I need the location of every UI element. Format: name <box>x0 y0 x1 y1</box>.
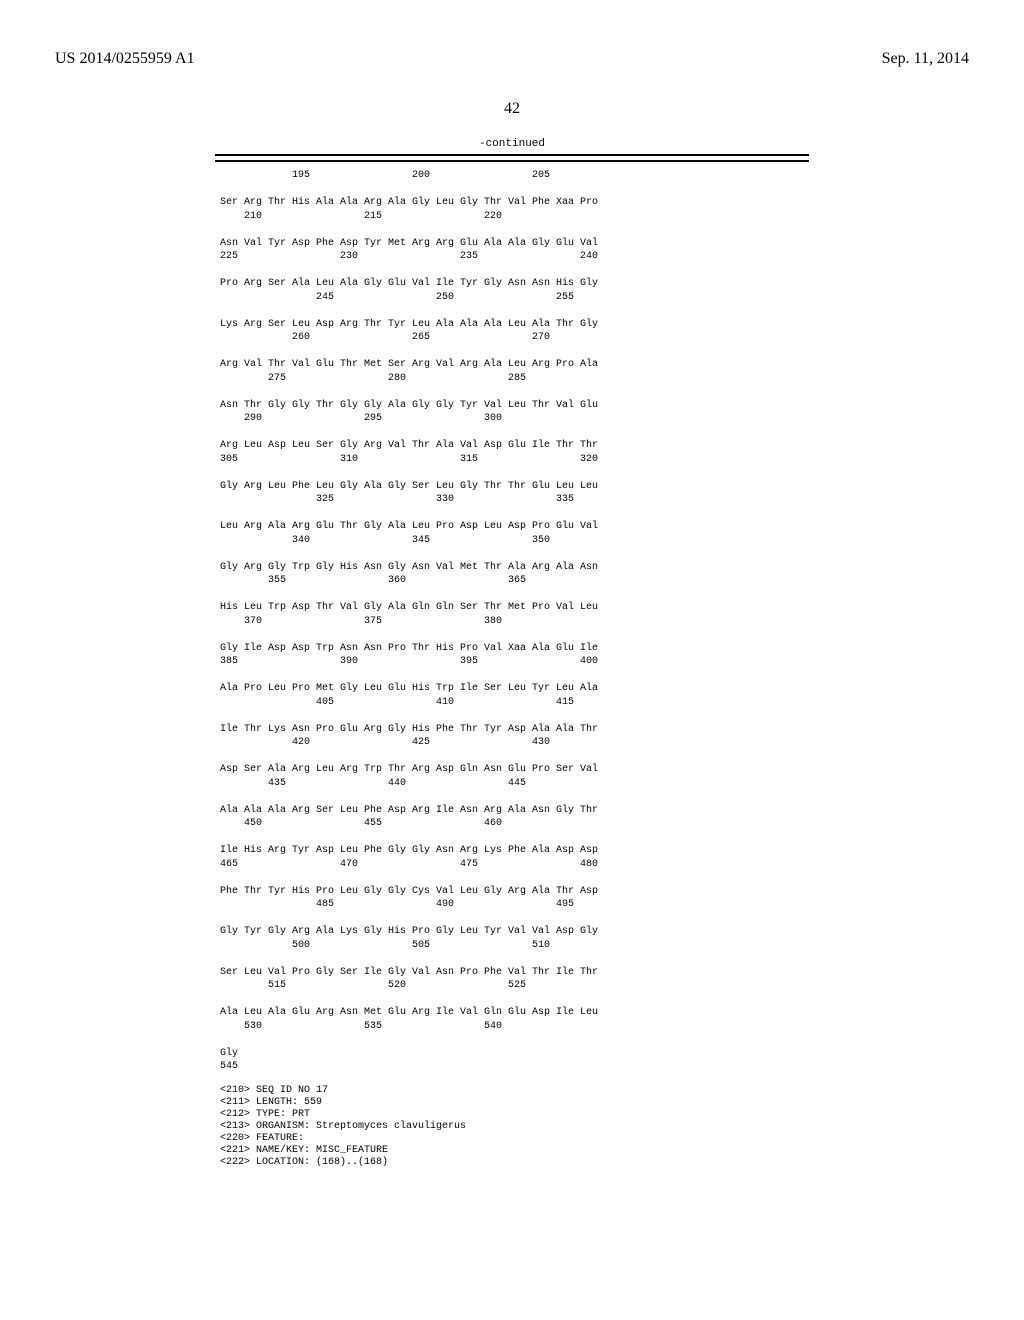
sequence-row <box>220 629 969 641</box>
metadata-line: <220> FEATURE: <box>220 1133 969 1145</box>
sequence-row <box>220 953 969 965</box>
metadata-line: <211> LENGTH: 559 <box>220 1097 969 1109</box>
sequence-row: 500 505 510 <box>220 940 969 952</box>
sequence-row: Arg Leu Asp Leu Ser Gly Arg Val Thr Ala … <box>220 440 969 452</box>
sequence-row: 245 250 255 <box>220 292 969 304</box>
sequence-row: 210 215 220 <box>220 211 969 223</box>
sequence-row: Arg Val Thr Val Glu Thr Met Ser Arg Val … <box>220 359 969 371</box>
sequence-row: 340 345 350 <box>220 535 969 547</box>
sequence-row: 355 360 365 <box>220 575 969 587</box>
sequence-row <box>220 589 969 601</box>
sequence-row: 305 310 315 320 <box>220 454 969 466</box>
sequence-row: 405 410 415 <box>220 697 969 709</box>
sequence-row: Leu Arg Ala Arg Glu Thr Gly Ala Leu Pro … <box>220 521 969 533</box>
sequence-row: Asp Ser Ala Arg Leu Arg Trp Thr Arg Asp … <box>220 764 969 776</box>
sequence-row: 290 295 300 <box>220 413 969 425</box>
sequence-row: 465 470 475 480 <box>220 859 969 871</box>
sequence-row: Gly <box>220 1048 969 1060</box>
metadata-line: <213> ORGANISM: Streptomyces clavuligeru… <box>220 1121 969 1133</box>
sequence-row <box>220 872 969 884</box>
sequence-row: 260 265 270 <box>220 332 969 344</box>
sequence-row: 515 520 525 <box>220 980 969 992</box>
sequence-row: Gly Tyr Gly Arg Ala Lys Gly His Pro Gly … <box>220 926 969 938</box>
continued-label: -continued <box>55 138 969 150</box>
sequence-row: Asn Val Tyr Asp Phe Asp Tyr Met Arg Arg … <box>220 238 969 250</box>
metadata-line: <212> TYPE: PRT <box>220 1109 969 1121</box>
metadata-line: <222> LOCATION: (168)..(168) <box>220 1157 969 1169</box>
sequence-row <box>220 994 969 1006</box>
sequence-row: 275 280 285 <box>220 373 969 385</box>
sequence-row <box>220 791 969 803</box>
sequence-row <box>220 508 969 520</box>
sequence-row: Ile His Arg Tyr Asp Leu Phe Gly Gly Asn … <box>220 845 969 857</box>
sequence-row: Phe Thr Tyr His Pro Leu Gly Gly Cys Val … <box>220 886 969 898</box>
sequence-row: 325 330 335 <box>220 494 969 506</box>
sequence-row <box>220 386 969 398</box>
sequence-row: His Leu Trp Asp Thr Val Gly Ala Gln Gln … <box>220 602 969 614</box>
sequence-row: 195 200 205 <box>220 170 969 182</box>
sequence-row <box>220 427 969 439</box>
sequence-row: 385 390 395 400 <box>220 656 969 668</box>
sequence-row: 450 455 460 <box>220 818 969 830</box>
top-divider <box>215 154 809 156</box>
sequence-row: Ala Leu Ala Glu Arg Asn Met Glu Arg Ile … <box>220 1007 969 1019</box>
patent-number-header: US 2014/0255959 A1 <box>55 50 195 68</box>
sequence-row: Pro Arg Ser Ala Leu Ala Gly Glu Val Ile … <box>220 278 969 290</box>
metadata-line: <210> SEQ ID NO 17 <box>220 1085 969 1097</box>
sequence-row: Gly Arg Gly Trp Gly His Asn Gly Asn Val … <box>220 562 969 574</box>
sequence-row <box>220 184 969 196</box>
sequence-row <box>220 346 969 358</box>
page-number: 42 <box>55 100 969 118</box>
sequence-row: Ser Arg Thr His Ala Ala Arg Ala Gly Leu … <box>220 197 969 209</box>
sequence-row: Ile Thr Lys Asn Pro Glu Arg Gly His Phe … <box>220 724 969 736</box>
sequence-row: 420 425 430 <box>220 737 969 749</box>
sequence-row: Ala Pro Leu Pro Met Gly Leu Glu His Trp … <box>220 683 969 695</box>
sequence-row: Asn Thr Gly Gly Thr Gly Gly Ala Gly Gly … <box>220 400 969 412</box>
sequence-row <box>220 710 969 722</box>
sequence-row: 435 440 445 <box>220 778 969 790</box>
sequence-row: Gly Ile Asp Asp Trp Asn Asn Pro Thr His … <box>220 643 969 655</box>
sequence-row: Lys Arg Ser Leu Asp Arg Thr Tyr Leu Ala … <box>220 319 969 331</box>
sequence-row <box>220 548 969 560</box>
sequence-row: Ala Ala Ala Arg Ser Leu Phe Asp Arg Ile … <box>220 805 969 817</box>
sequence-row: 370 375 380 <box>220 616 969 628</box>
sequence-listing: 195 200 205 Ser Arg Thr His Ala Ala Arg … <box>220 170 969 1073</box>
metadata-line: <221> NAME/KEY: MISC_FEATURE <box>220 1145 969 1157</box>
sequence-row <box>220 751 969 763</box>
sequence-row: 545 <box>220 1061 969 1073</box>
sequence-row <box>220 265 969 277</box>
sequence-row <box>220 1034 969 1046</box>
bottom-divider <box>215 160 809 162</box>
sequence-row: 530 535 540 <box>220 1021 969 1033</box>
sequence-row <box>220 670 969 682</box>
sequence-row: 225 230 235 240 <box>220 251 969 263</box>
sequence-row <box>220 467 969 479</box>
sequence-row <box>220 832 969 844</box>
sequence-metadata: <210> SEQ ID NO 17<211> LENGTH: 559<212>… <box>220 1085 969 1169</box>
sequence-row: 485 490 495 <box>220 899 969 911</box>
date-header: Sep. 11, 2014 <box>882 50 969 68</box>
sequence-row <box>220 913 969 925</box>
sequence-row <box>220 224 969 236</box>
sequence-row <box>220 305 969 317</box>
sequence-row: Ser Leu Val Pro Gly Ser Ile Gly Val Asn … <box>220 967 969 979</box>
sequence-row: Gly Arg Leu Phe Leu Gly Ala Gly Ser Leu … <box>220 481 969 493</box>
